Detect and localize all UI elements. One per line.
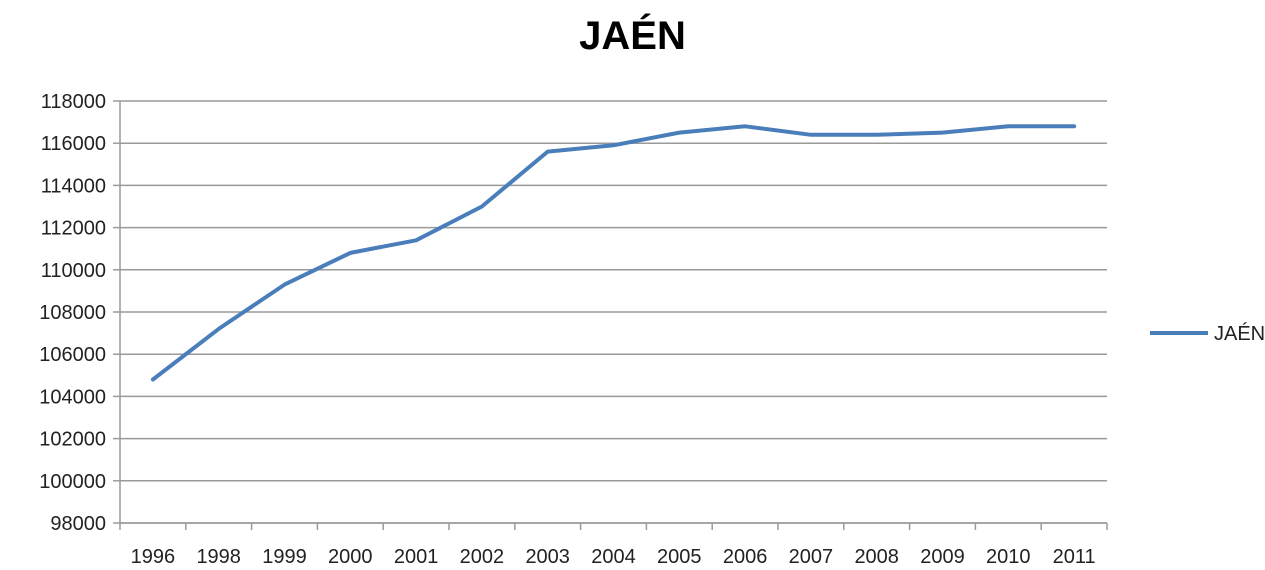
- y-tick-label: 100000: [39, 471, 106, 493]
- x-tick-label: 2004: [591, 546, 636, 568]
- series-group: [150, 124, 1077, 382]
- y-tick-label: 102000: [39, 429, 106, 451]
- x-tick-label: 2006: [723, 546, 768, 568]
- legend: JAÉN: [1150, 322, 1265, 345]
- y-tick-label: 116000: [41, 133, 106, 155]
- x-tick-label: 1996: [131, 546, 176, 568]
- y-tick-label: 108000: [39, 302, 106, 324]
- y-tick-label: 104000: [39, 386, 106, 408]
- y-tick-label: 112000: [41, 218, 106, 240]
- x-tick-label: 2002: [460, 546, 505, 568]
- x-tick-label: 2009: [920, 546, 965, 568]
- x-tick-label: 1999: [262, 546, 307, 568]
- x-tick-label: 2010: [986, 546, 1031, 568]
- x-tick-label: 2005: [657, 546, 702, 568]
- x-tick-label: 2008: [854, 546, 899, 568]
- x-tick-label: 2001: [394, 546, 439, 568]
- x-tick-label: 1998: [196, 546, 241, 568]
- x-tick-label: 2011: [1053, 546, 1096, 568]
- y-axis-ticks: 98000 100000 102000 104000 106000 108000 11000…: [39, 91, 120, 535]
- x-tick-label: 2003: [525, 546, 570, 568]
- y-tick-label: 106000: [39, 344, 106, 366]
- x-axis-ticks: 1996 1998 1999 2000 2001 2002 2003 2004 2005 2006…: [119, 523, 1108, 568]
- x-tick-label: 2000: [328, 546, 373, 568]
- y-tick-label: 110000: [41, 260, 106, 282]
- y-tick-label: 98000: [50, 513, 106, 535]
- legend-label: JAÉN: [1214, 322, 1265, 345]
- x-tick-label: 2007: [789, 546, 834, 568]
- gridlines: [120, 100, 1107, 524]
- chart-title: JAÉN: [579, 14, 686, 58]
- series-line: [150, 124, 1077, 382]
- y-tick-label: 114000: [41, 175, 106, 197]
- y-tick-label: 118000: [41, 91, 106, 113]
